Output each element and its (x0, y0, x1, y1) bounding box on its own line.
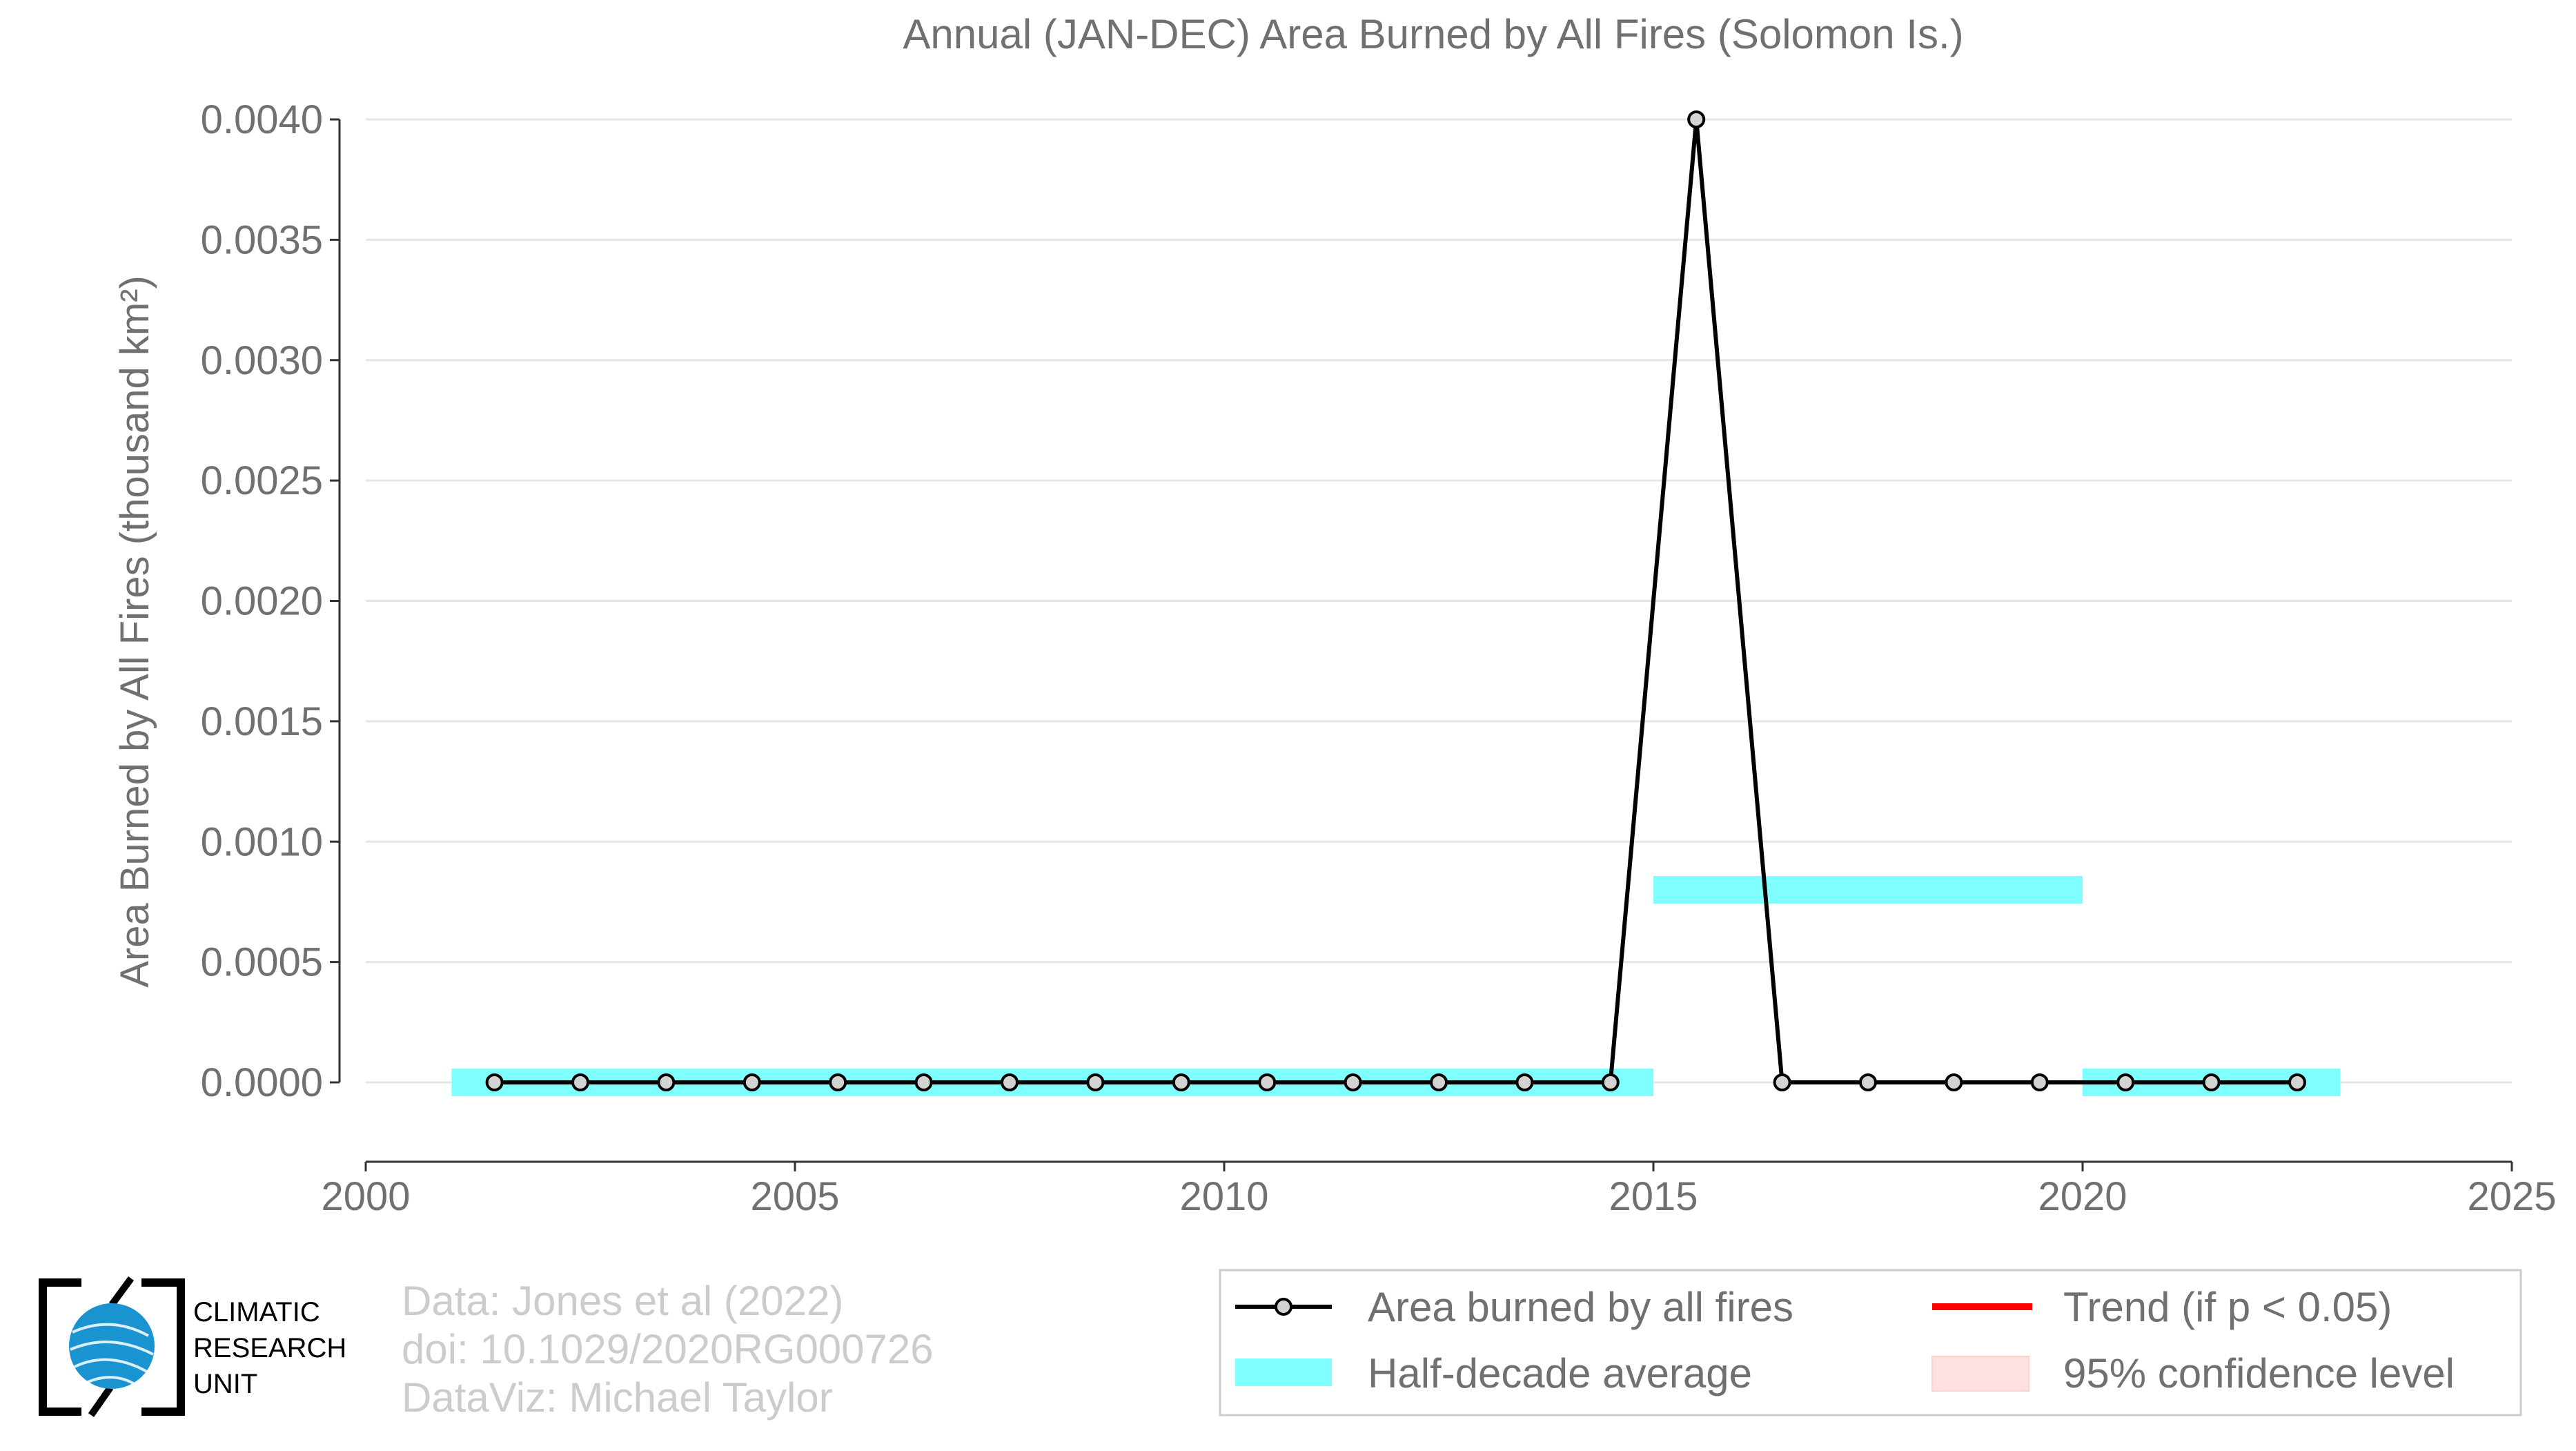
data-point (2030, 1073, 2049, 1091)
x-tick-label: 2010 (1179, 1174, 1268, 1219)
x-tick-label: 2015 (1609, 1174, 1698, 1219)
data-point (1001, 1073, 1019, 1091)
x-axis: 2000 2005 2010 2015 2020 2025 (321, 1160, 2557, 1219)
x-tick-label: 2005 (750, 1174, 839, 1219)
y-tick-label: 0.0030 (201, 338, 323, 383)
legend-swatch-confidence (1931, 1356, 2029, 1392)
credit-data: Data: Jones et al (2022) (402, 1278, 843, 1324)
data-point (485, 1073, 504, 1091)
legend-label-trend: Trend (if p < 0.05) (2063, 1284, 2392, 1330)
y-tick-label: 0.0035 (201, 217, 323, 262)
x-tick-label: 2000 (321, 1174, 410, 1219)
data-point (2202, 1073, 2221, 1091)
data-point (1601, 1073, 1620, 1091)
globe-icon-lines (70, 1323, 154, 1387)
data-point (1859, 1073, 1877, 1091)
legend-box (1219, 1269, 2522, 1416)
y-tick-label: 0.0040 (201, 97, 323, 142)
y-tick-label: 0.0020 (201, 579, 323, 624)
legend-swatch-half-decade (1235, 1359, 1332, 1386)
logo-text-unit: UNIT (193, 1369, 257, 1399)
y-tick-label: 0.0000 (201, 1060, 323, 1105)
x-tick-label: 2020 (2038, 1174, 2127, 1219)
data-point (2116, 1073, 2135, 1091)
y-tick-label: 0.0025 (201, 458, 323, 503)
data-point (914, 1073, 933, 1091)
y-grid (366, 118, 2512, 1084)
data-point (571, 1073, 589, 1091)
series-line (494, 119, 2297, 1084)
legend-label-half-decade: Half-decade average (1368, 1350, 1752, 1396)
y-tick-label: 0.0010 (201, 819, 323, 864)
logo-frame (39, 1278, 81, 1416)
data-point (1945, 1073, 1963, 1091)
half-decade-bar (1653, 876, 2083, 904)
data-point (1344, 1073, 1362, 1091)
globe-icon (69, 1303, 155, 1389)
data-point (1430, 1073, 1448, 1091)
cru-logo: CLIMATIC RESEARCH UNIT (39, 1276, 346, 1417)
y-tick-label: 0.0005 (201, 940, 323, 985)
logo-slash-bottom (88, 1385, 114, 1417)
data-point (829, 1073, 847, 1091)
y-tick-label: 0.0015 (201, 699, 323, 744)
half-decade-bands (451, 876, 2341, 1096)
logo-text-climatic: CLIMATIC (193, 1297, 320, 1327)
y-axis: 0.0000 0.0005 0.0010 0.0015 0.0020 0.0025 0.00… (201, 97, 341, 1105)
data-point (657, 1073, 676, 1091)
chart-title: Annual (JAN-DEC) Area Burned by All Fire… (903, 11, 1963, 57)
data-point (1172, 1073, 1190, 1091)
data-point (1515, 1073, 1534, 1091)
x-tick-label: 2025 (2467, 1174, 2556, 1219)
legend-label-area-burned: Area burned by all fires (1368, 1284, 1793, 1330)
logo-text-research: RESEARCH (193, 1333, 346, 1363)
credit-dataviz: DataViz: Michael Taylor (402, 1374, 833, 1421)
logo-slash-top (108, 1276, 135, 1307)
y-axis-label: Area Burned by All Fires (thousand km²) (112, 275, 157, 988)
data-point (2288, 1073, 2306, 1091)
data-point (1258, 1073, 1277, 1091)
data-point (1086, 1073, 1105, 1091)
data-point (743, 1073, 761, 1091)
legend: Area burned by all fires Trend (if p < 0… (1219, 1269, 2522, 1416)
legend-marker-area-burned (1275, 1298, 1292, 1316)
credit-doi: doi: 10.1029/2020RG000726 (402, 1326, 934, 1372)
data-point (1687, 110, 1706, 128)
data-point (1773, 1073, 1791, 1091)
logo-frame-right (141, 1278, 185, 1416)
legend-label-confidence: 95% confidence level (2063, 1350, 2455, 1396)
series-area-burned (485, 110, 2306, 1091)
